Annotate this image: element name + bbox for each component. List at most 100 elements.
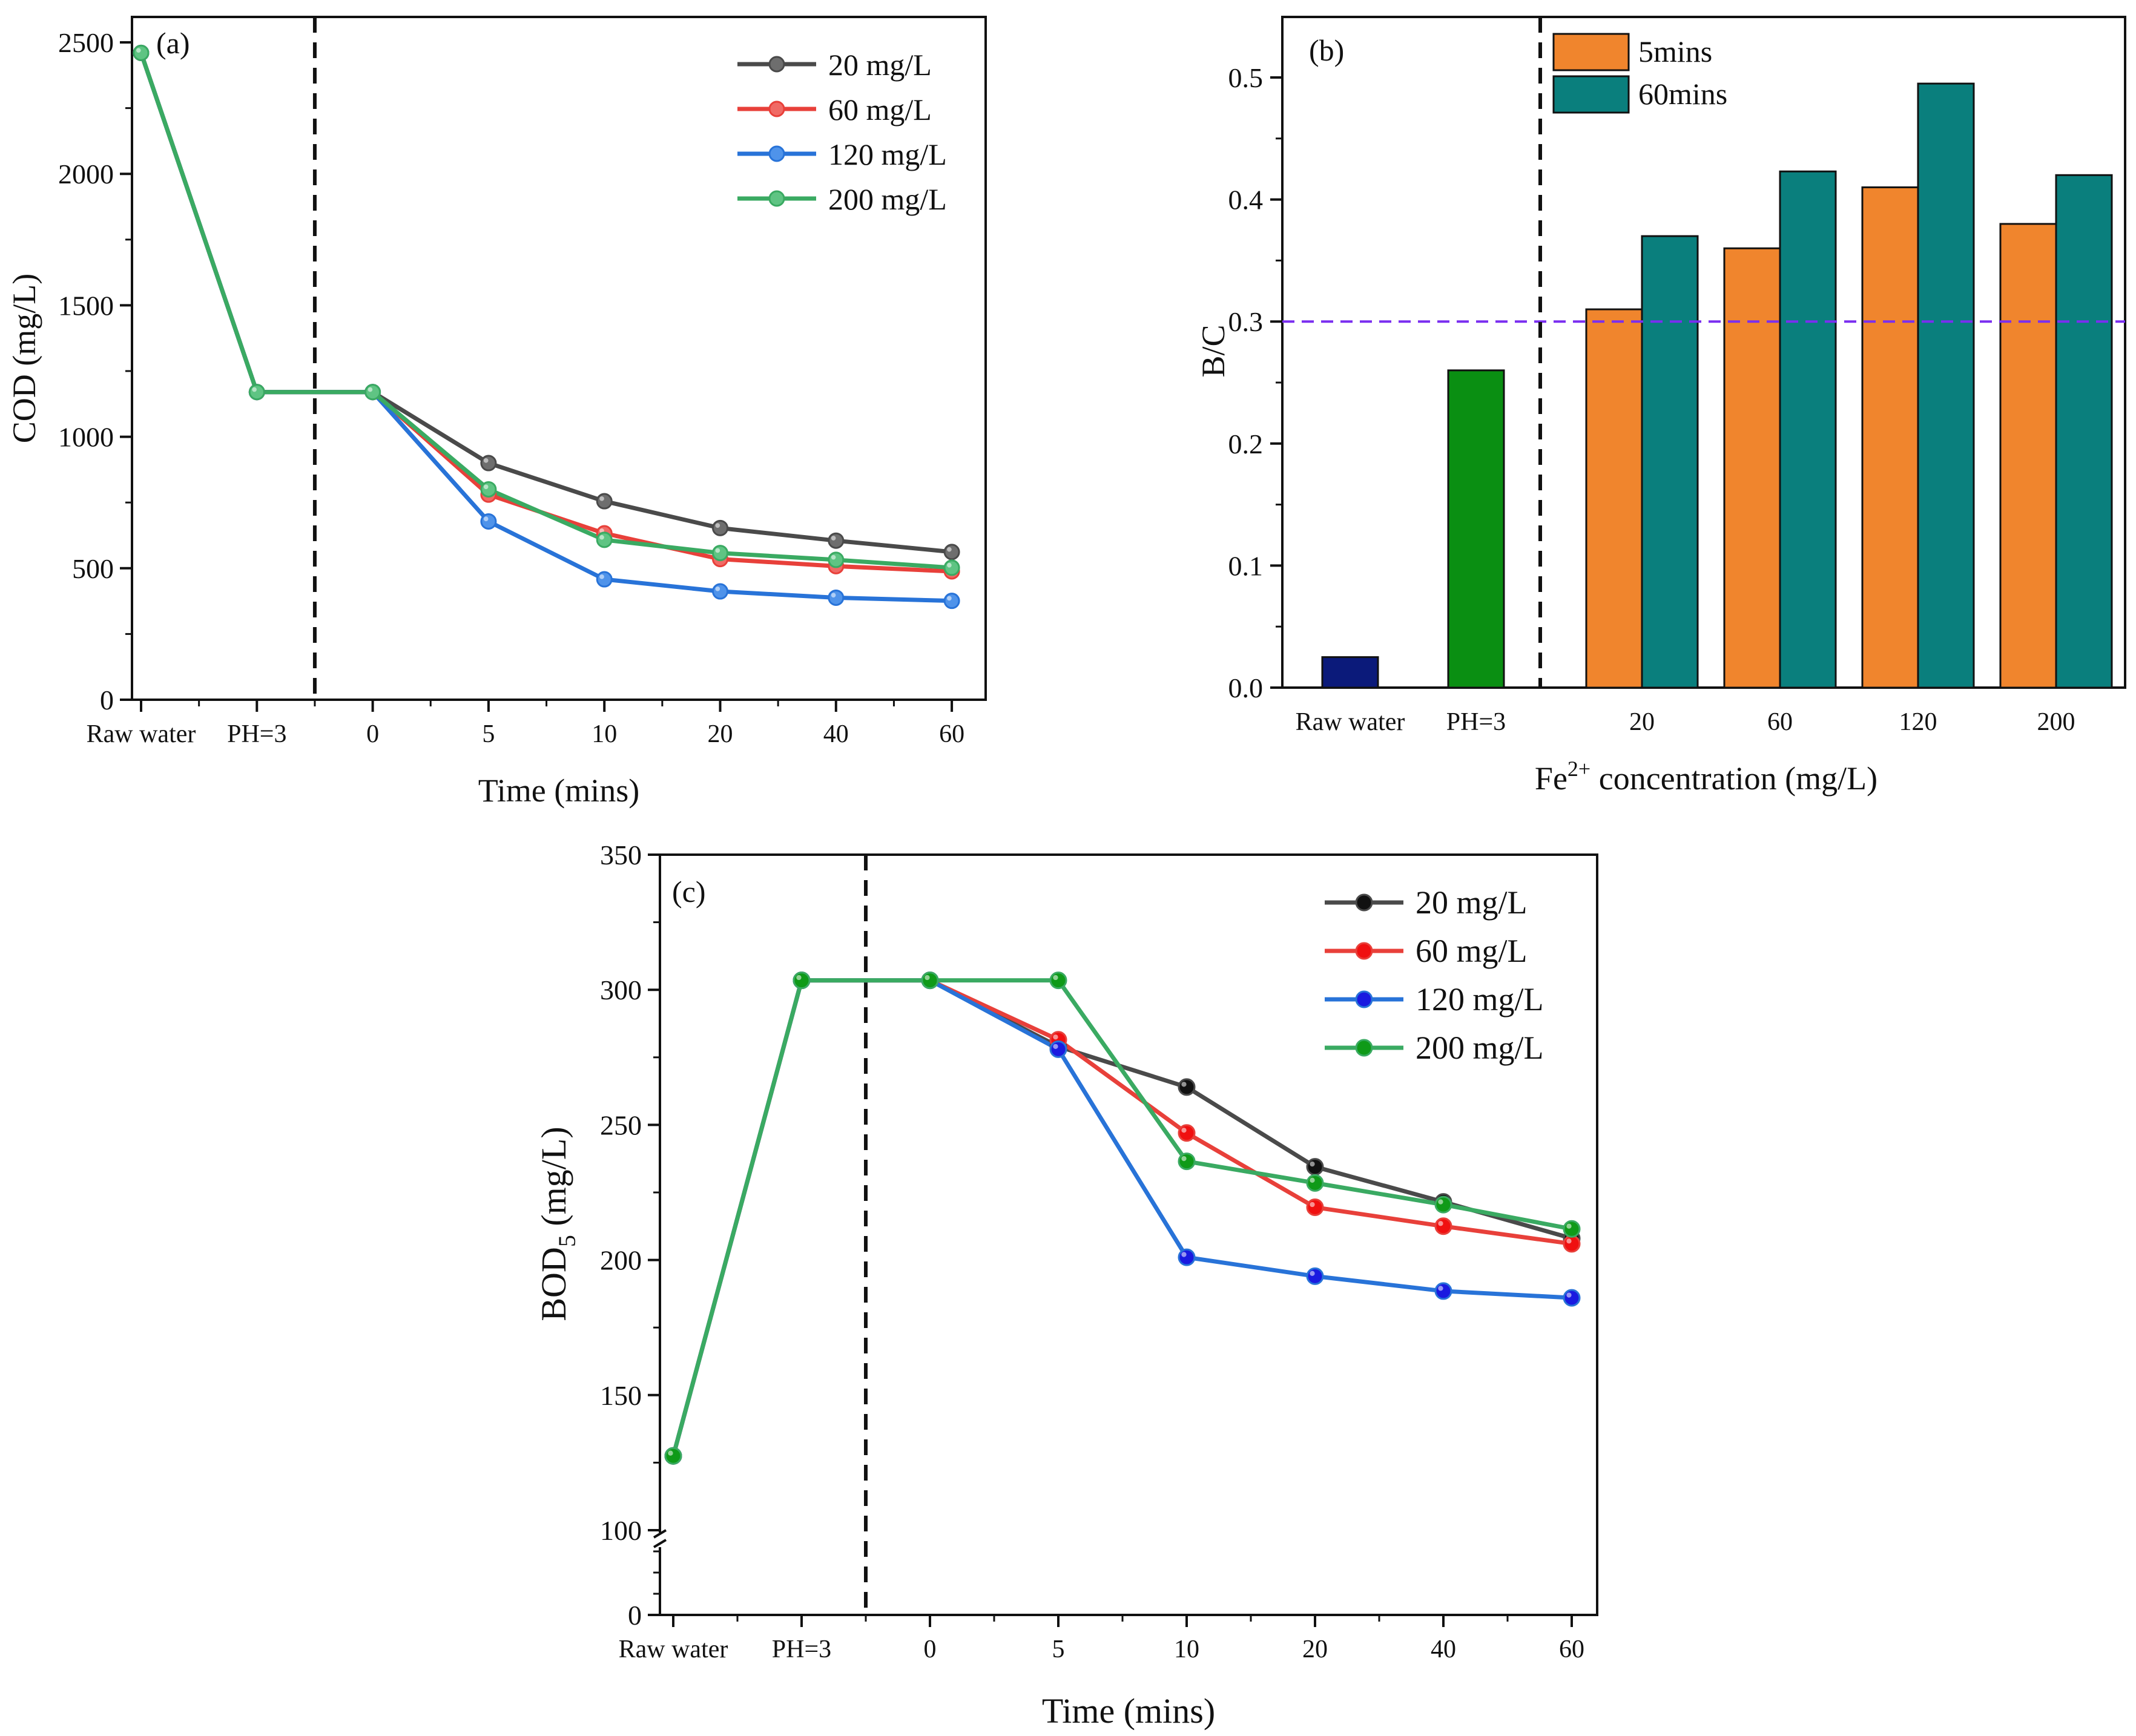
data-point-highlight bbox=[1181, 1082, 1187, 1087]
bar-PH-3 bbox=[1447, 369, 1505, 689]
bar-60mins-20 bbox=[1641, 235, 1699, 689]
y-tick-label: 0.2 bbox=[1228, 429, 1264, 459]
bar-5mins-120 bbox=[1861, 186, 1919, 689]
data-point-200-mg-L bbox=[133, 44, 150, 61]
legend-label: 200 mg/L bbox=[828, 182, 947, 216]
y-tick-label: 350 bbox=[600, 840, 642, 870]
data-point-200-mg-L bbox=[480, 481, 497, 498]
panel-a-label: (a) bbox=[156, 26, 190, 60]
y-tick-label: 2500 bbox=[58, 27, 114, 58]
data-point-highlight bbox=[483, 516, 489, 522]
data-point-highlight bbox=[947, 596, 952, 601]
legend-marker bbox=[1355, 990, 1373, 1008]
data-point-20-mg-L bbox=[828, 532, 845, 549]
bar-60mins-200 bbox=[2055, 174, 2113, 689]
data-point-highlight bbox=[599, 574, 604, 579]
data-point-200-mg-L bbox=[921, 972, 939, 990]
panel-b-label: (b) bbox=[1309, 33, 1344, 67]
legend-label: 5mins bbox=[1638, 35, 1712, 68]
data-point-200-mg-L bbox=[712, 545, 728, 562]
data-point-highlight bbox=[368, 387, 373, 392]
y-tick-label: 0 bbox=[628, 1600, 642, 1631]
data-point-highlight bbox=[1310, 1161, 1315, 1167]
data-point-200-mg-L bbox=[596, 531, 613, 548]
data-point-120-mg-L bbox=[596, 571, 613, 588]
x-tick-label: 20 bbox=[1302, 1636, 1328, 1663]
x-tick-label: Raw water bbox=[87, 720, 196, 748]
data-point-highlight bbox=[831, 536, 836, 541]
y-tick-label: 200 bbox=[600, 1245, 642, 1276]
panel-a-y-axis-title: COD (mg/L) bbox=[6, 274, 42, 443]
panel-b-bc-ratio-chart: 0.0 0.1 0.2 0.3 0.4 0.5 Raw water PH=3 20 60 120 2… bbox=[1195, 16, 2126, 797]
data-point-60-mg-L bbox=[1563, 1235, 1581, 1253]
legend-label: 120 mg/L bbox=[1416, 981, 1544, 1018]
legend-marker bbox=[1355, 893, 1373, 912]
y-tick-label: 500 bbox=[72, 553, 114, 584]
data-point-120-mg-L bbox=[712, 583, 728, 600]
x-tick-label: 0 bbox=[366, 720, 379, 748]
bar-60mins-60 bbox=[1779, 170, 1837, 689]
y-tick-label: 250 bbox=[600, 1110, 642, 1140]
data-point-120-mg-L bbox=[1178, 1248, 1196, 1266]
legend-swatch bbox=[1552, 75, 1630, 114]
data-point-60-mg-L bbox=[1178, 1124, 1196, 1142]
x-tick-label: 10 bbox=[1174, 1636, 1199, 1663]
data-point-60-mg-L bbox=[1434, 1217, 1452, 1235]
bar-5mins-60 bbox=[1723, 247, 1781, 689]
data-point-highlight bbox=[831, 554, 836, 560]
data-point-highlight bbox=[715, 548, 720, 553]
y-tick-label: 0 bbox=[100, 685, 114, 715]
x-tick-label: 40 bbox=[823, 720, 849, 748]
y-tick-label: 300 bbox=[600, 975, 642, 1005]
x-tick-label: 5 bbox=[482, 720, 495, 748]
legend-marker bbox=[1355, 1039, 1373, 1057]
series-line-200-mg-L bbox=[139, 52, 952, 570]
panel-a-x-axis-title: Time (mins) bbox=[478, 772, 640, 809]
data-point-highlight bbox=[483, 484, 489, 490]
x-tick-label: PH=3 bbox=[1446, 708, 1506, 736]
data-point-120-mg-L bbox=[1049, 1040, 1067, 1058]
y-tick-label: 0.1 bbox=[1228, 550, 1264, 581]
series-line-200-mg-L bbox=[671, 978, 1572, 1457]
x-tick-label: Raw water bbox=[1296, 708, 1405, 736]
y-tick-label: 0.0 bbox=[1228, 672, 1264, 703]
data-point-highlight bbox=[947, 562, 952, 568]
data-point-highlight bbox=[599, 534, 604, 540]
data-point-20-mg-L bbox=[596, 493, 613, 510]
data-point-120-mg-L bbox=[1434, 1282, 1452, 1300]
data-point-highlight bbox=[831, 593, 836, 598]
x-tick-label: 60 bbox=[1767, 708, 1793, 736]
panel-c-x-axis-title: Time (mins) bbox=[1042, 1691, 1215, 1731]
data-point-highlight bbox=[796, 975, 802, 981]
data-point-200-mg-L bbox=[1434, 1195, 1452, 1214]
x-tick-label: 5 bbox=[1052, 1636, 1065, 1663]
y-tick-label: 0.3 bbox=[1228, 306, 1264, 337]
bar-5mins-200 bbox=[1999, 223, 2057, 689]
data-point-60-mg-L bbox=[1306, 1198, 1324, 1217]
data-point-highlight bbox=[1053, 975, 1058, 981]
data-point-highlight bbox=[1438, 1221, 1443, 1226]
legend-label: 20 mg/L bbox=[828, 48, 932, 82]
data-point-200-mg-L bbox=[664, 1447, 682, 1465]
legend-swatch bbox=[1552, 33, 1630, 71]
data-point-200-mg-L bbox=[364, 384, 381, 401]
data-point-highlight bbox=[715, 523, 720, 528]
panel-a-frame bbox=[131, 16, 987, 701]
data-point-200-mg-L bbox=[828, 551, 845, 568]
data-point-200-mg-L bbox=[1563, 1220, 1581, 1238]
x-tick-label: 120 bbox=[1899, 708, 1937, 736]
data-point-highlight bbox=[1053, 1044, 1058, 1050]
data-point-highlight bbox=[715, 586, 720, 591]
data-point-200-mg-L bbox=[943, 559, 960, 576]
y-tick-label: 0.5 bbox=[1228, 62, 1264, 93]
data-point-highlight bbox=[599, 496, 604, 501]
x-tick-label: 40 bbox=[1431, 1636, 1456, 1663]
data-point-120-mg-L bbox=[1306, 1267, 1324, 1285]
data-point-highlight bbox=[1181, 1128, 1187, 1133]
data-point-highlight bbox=[1310, 1271, 1315, 1276]
x-tick-label: PH=3 bbox=[772, 1636, 831, 1663]
bar-60mins-120 bbox=[1917, 82, 1975, 689]
data-point-highlight bbox=[1181, 1156, 1187, 1162]
panel-c-bod-chart: 0 100 150 200 250 300 350 Raw water PH=3 0 5 10 20 4… bbox=[534, 840, 1598, 1731]
